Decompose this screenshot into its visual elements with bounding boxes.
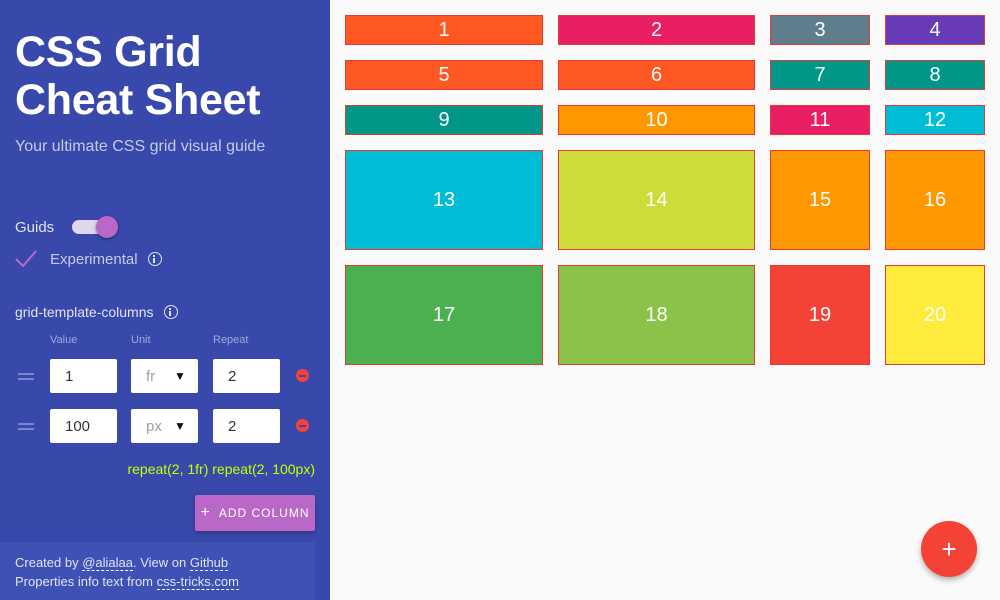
info-icon[interactable] <box>163 305 178 319</box>
add-column-button[interactable]: + ADD COLUMN <box>195 495 315 531</box>
repeat-header: Repeat <box>213 334 249 346</box>
grid-preview: 1 2 3 4 5 6 7 8 9 10 11 12 13 14 15 16 1… <box>345 15 985 365</box>
grid-item: 16 <box>885 150 985 250</box>
guids-toggle[interactable] <box>72 216 118 238</box>
drag-handle-icon[interactable] <box>18 373 34 380</box>
unit-selected-value: px <box>146 417 162 435</box>
value-input[interactable] <box>50 409 117 443</box>
grid-item: 14 <box>558 150 755 250</box>
grid-item: 6 <box>558 60 755 90</box>
grid-item: 4 <box>885 15 985 45</box>
value-input[interactable] <box>50 359 117 393</box>
column-row: fr ▼ <box>0 359 330 393</box>
info-icon[interactable] <box>147 252 162 266</box>
view-on-text: . View on <box>132 555 190 570</box>
plus-icon: + <box>200 504 211 521</box>
grid-item: 19 <box>770 265 870 365</box>
author-link[interactable]: @alialaa <box>82 555 133 571</box>
grid-item: 1 <box>345 15 543 45</box>
result-css-value: repeat(2, 1fr) repeat(2, 100px) <box>127 461 315 477</box>
column-row: px ▼ <box>0 409 330 443</box>
dropdown-arrow-icon: ▼ <box>174 419 186 433</box>
css-tricks-link[interactable]: css-tricks.com <box>156 574 239 590</box>
grid-item: 3 <box>770 15 870 45</box>
add-item-fab[interactable]: + <box>921 521 977 577</box>
experimental-label: Experimental <box>50 250 138 268</box>
remove-column-icon[interactable] <box>296 369 309 382</box>
grid-item: 2 <box>558 15 755 45</box>
guids-row: Guids <box>15 216 118 238</box>
grid-item: 13 <box>345 150 543 250</box>
grid-item: 9 <box>345 105 543 135</box>
checkmark-icon[interactable] <box>15 248 37 270</box>
repeat-input[interactable] <box>213 359 280 393</box>
page-title: CSS Grid Cheat Sheet <box>15 28 261 124</box>
remove-column-icon[interactable] <box>296 419 309 432</box>
unit-selected-value: fr <box>146 367 156 385</box>
grid-item: 18 <box>558 265 755 365</box>
value-header: Value <box>50 334 78 346</box>
drag-handle-icon[interactable] <box>18 423 34 430</box>
unit-header: Unit <box>131 334 151 346</box>
grid-item: 10 <box>558 105 755 135</box>
repeat-input[interactable] <box>213 409 280 443</box>
add-column-label: ADD COLUMN <box>218 506 310 520</box>
grid-item: 11 <box>770 105 870 135</box>
github-link[interactable]: Github <box>189 555 229 571</box>
grid-item: 20 <box>885 265 985 365</box>
unit-select[interactable]: fr ▼ <box>131 359 198 393</box>
grid-item: 15 <box>770 150 870 250</box>
toggle-thumb <box>96 216 118 238</box>
dropdown-arrow-icon: ▼ <box>174 369 186 383</box>
plus-icon: + <box>941 533 957 564</box>
grid-item: 12 <box>885 105 985 135</box>
created-by-text: Created by <box>15 555 83 570</box>
sidebar: CSS Grid Cheat Sheet Your ultimate CSS g… <box>0 0 330 600</box>
grid-item: 7 <box>770 60 870 90</box>
guids-label: Guids <box>15 218 55 236</box>
section-label: grid-template-columns <box>15 304 154 320</box>
footer: Created by @alialaa. View on Github Prop… <box>0 542 315 600</box>
grid-item: 17 <box>345 265 543 365</box>
grid-item: 5 <box>345 60 543 90</box>
grid-item: 8 <box>885 60 985 90</box>
page-subtitle: Your ultimate CSS grid visual guide <box>15 138 266 155</box>
properties-text: Properties info text from <box>15 574 157 589</box>
grid-template-columns-header: grid-template-columns <box>15 302 178 322</box>
unit-select[interactable]: px ▼ <box>131 409 198 443</box>
experimental-row: Experimental <box>15 248 162 270</box>
